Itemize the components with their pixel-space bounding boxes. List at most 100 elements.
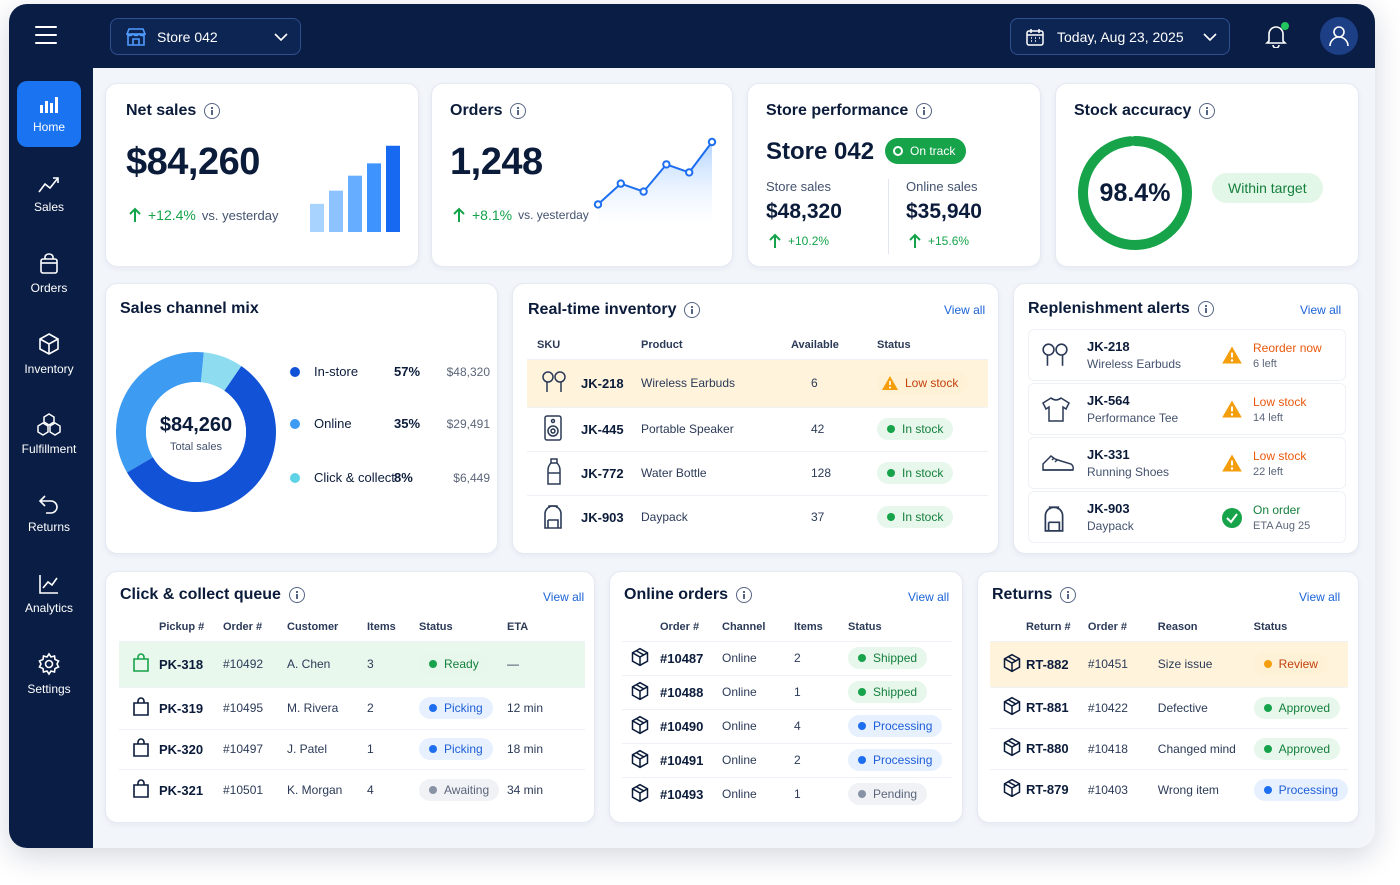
sidebar-item-label: Inventory xyxy=(24,362,74,376)
net-sales-change: +12.4% xyxy=(148,207,196,223)
view-all-link[interactable]: View all xyxy=(1300,303,1342,317)
table-row[interactable]: RT-879 #10403 Wrong item Processing xyxy=(990,768,1348,810)
arrow-up-icon xyxy=(769,233,781,248)
info-icon[interactable] xyxy=(1060,587,1077,603)
card-title: Store performance xyxy=(766,102,933,120)
info-icon[interactable] xyxy=(1197,301,1214,317)
channel: Online xyxy=(722,640,794,675)
info-icon[interactable] xyxy=(288,587,305,603)
divider xyxy=(888,179,889,254)
reason: Size issue xyxy=(1157,640,1254,687)
table-row[interactable]: JK-218 Wireless Earbuds 6 Low stock xyxy=(527,358,988,407)
info-icon[interactable] xyxy=(1199,103,1216,119)
orders-trend: +8.1% vs. yesterday xyxy=(452,207,589,223)
view-all-link[interactable]: View all xyxy=(908,590,950,604)
status-badge: Processing xyxy=(1253,778,1348,801)
table-row[interactable]: JK-772 Water Bottle 128 In stock xyxy=(527,450,988,495)
info-icon[interactable] xyxy=(684,302,701,318)
column-header: Items xyxy=(794,620,823,633)
sidebar-item-label: Orders xyxy=(30,281,68,295)
net-sales-bar xyxy=(348,175,362,232)
online-sales-value: $35,940 xyxy=(906,200,982,223)
view-all-link[interactable]: View all xyxy=(1299,590,1341,604)
order-number: #10488 xyxy=(660,674,722,709)
table-row[interactable]: #10491 Online 2 Processing xyxy=(622,742,952,777)
table-row[interactable]: RT-882 #10451 Size issue Review xyxy=(990,640,1348,687)
table-row[interactable]: PK-321 #10501 K. Morgan 4 Awaiting 34 mi… xyxy=(119,768,585,811)
store-sales-label: Store sales xyxy=(766,179,832,194)
order-number: #10451 xyxy=(1087,640,1158,687)
package-icon xyxy=(631,783,649,802)
table-row[interactable]: #10490 Online 4 Processing xyxy=(622,708,952,743)
donut-slice-online[interactable] xyxy=(116,352,204,473)
alert-item[interactable]: JK-903 Daypack On order ETA Aug 25 xyxy=(1028,491,1346,543)
column-header: Items xyxy=(367,620,396,633)
table-row[interactable]: PK-318 #10492 A. Chen 3 Ready — xyxy=(119,640,585,687)
table-row[interactable]: PK-320 #10497 J. Patel 1 Picking 18 min xyxy=(119,728,585,769)
package-icon xyxy=(631,749,649,768)
notifications-button[interactable] xyxy=(1265,22,1289,53)
view-all-link[interactable]: View all xyxy=(944,303,986,317)
info-icon[interactable] xyxy=(204,103,221,119)
returns-table: Return # Order # Reason Status RT-882 #10… xyxy=(990,613,1348,810)
trend-icon xyxy=(38,177,59,193)
table-row[interactable]: #10487 Online 2 Shipped xyxy=(622,640,952,675)
table-row[interactable]: RT-880 #10418 Changed mind Approved xyxy=(990,727,1348,769)
package-icon xyxy=(1003,779,1021,798)
table-row[interactable]: RT-881 #10422 Defective Approved xyxy=(990,686,1348,728)
view-all-link[interactable]: View all xyxy=(543,590,585,604)
column-header: Available xyxy=(791,338,839,351)
store-selector[interactable]: Store 042 xyxy=(110,18,301,55)
sidebar-item-fulfillment[interactable]: Fulfillment xyxy=(17,401,81,467)
user-icon xyxy=(1329,26,1349,47)
donut-total-value: $84,260 xyxy=(159,414,233,436)
card-title: Click & collect queue xyxy=(120,586,305,604)
info-icon[interactable] xyxy=(916,103,933,119)
info-icon[interactable] xyxy=(510,103,527,119)
table-row[interactable]: JK-445 Portable Speaker 42 In stock xyxy=(527,406,988,451)
table-row[interactable]: #10493 Online 1 Pending xyxy=(622,776,952,811)
orders-vs: vs. yesterday xyxy=(518,208,589,222)
menu-icon[interactable] xyxy=(35,26,57,44)
donut-slice-in-store[interactable] xyxy=(126,366,276,512)
sidebar: Home Sales Orders Inventory Fulfillment … xyxy=(9,68,93,848)
shopping-bag-icon xyxy=(133,696,149,716)
card-title: Replenishment alerts xyxy=(1028,300,1214,318)
status-badge: Processing xyxy=(848,715,943,737)
sidebar-item-orders[interactable]: Orders xyxy=(17,241,81,307)
date-selector[interactable]: Today, Aug 23, 2025 xyxy=(1010,18,1230,55)
card-title: Online orders xyxy=(624,586,753,604)
table-row[interactable]: #10488 Online 1 Shipped xyxy=(622,674,952,709)
net-sales-vs: vs. yesterday xyxy=(201,207,279,223)
orders-line-chart xyxy=(593,137,717,222)
sidebar-item-inventory[interactable]: Inventory xyxy=(17,321,81,387)
sidebar-item-settings[interactable]: Settings xyxy=(17,641,81,707)
return-number: RT-880 xyxy=(1025,727,1088,769)
tshirt-icon xyxy=(1042,397,1070,422)
order-number: #10487 xyxy=(660,640,722,675)
order-number: #10493 xyxy=(660,776,722,811)
table-row[interactable]: JK-903 Daypack 37 In stock xyxy=(527,494,988,539)
order-number: #10403 xyxy=(1087,768,1158,810)
sidebar-item-analytics[interactable]: Analytics xyxy=(17,561,81,627)
alert-item[interactable]: JK-218 Wireless Earbuds Reorder now 6 le… xyxy=(1028,329,1346,381)
within-target-badge: Within target xyxy=(1212,173,1323,203)
donut-slice-click-collect[interactable] xyxy=(200,352,242,391)
status-badge: Awaiting xyxy=(419,779,500,802)
column-header: Channel xyxy=(722,620,766,633)
net-sales-value: $84,260 xyxy=(126,141,260,183)
card-title: Stock accuracy xyxy=(1074,102,1216,120)
info-icon[interactable] xyxy=(736,587,753,603)
sidebar-item-returns[interactable]: Returns xyxy=(17,481,81,547)
status-badge: Approved xyxy=(1253,737,1340,760)
sidebar-item-home[interactable]: Home xyxy=(17,81,81,147)
alert-item[interactable]: JK-331 Running Shoes Low stock 22 left xyxy=(1028,437,1346,489)
orders-point xyxy=(593,200,603,209)
sidebar-item-sales[interactable]: Sales xyxy=(17,161,81,227)
shoe-icon xyxy=(1042,455,1074,471)
table-row[interactable]: PK-319 #10495 M. Rivera 2 Picking 12 min xyxy=(119,686,585,729)
warning-icon xyxy=(1222,400,1242,418)
alert-item[interactable]: JK-564 Performance Tee Low stock 14 left xyxy=(1028,383,1346,435)
package-icon xyxy=(1003,696,1021,716)
user-avatar[interactable] xyxy=(1320,17,1358,55)
